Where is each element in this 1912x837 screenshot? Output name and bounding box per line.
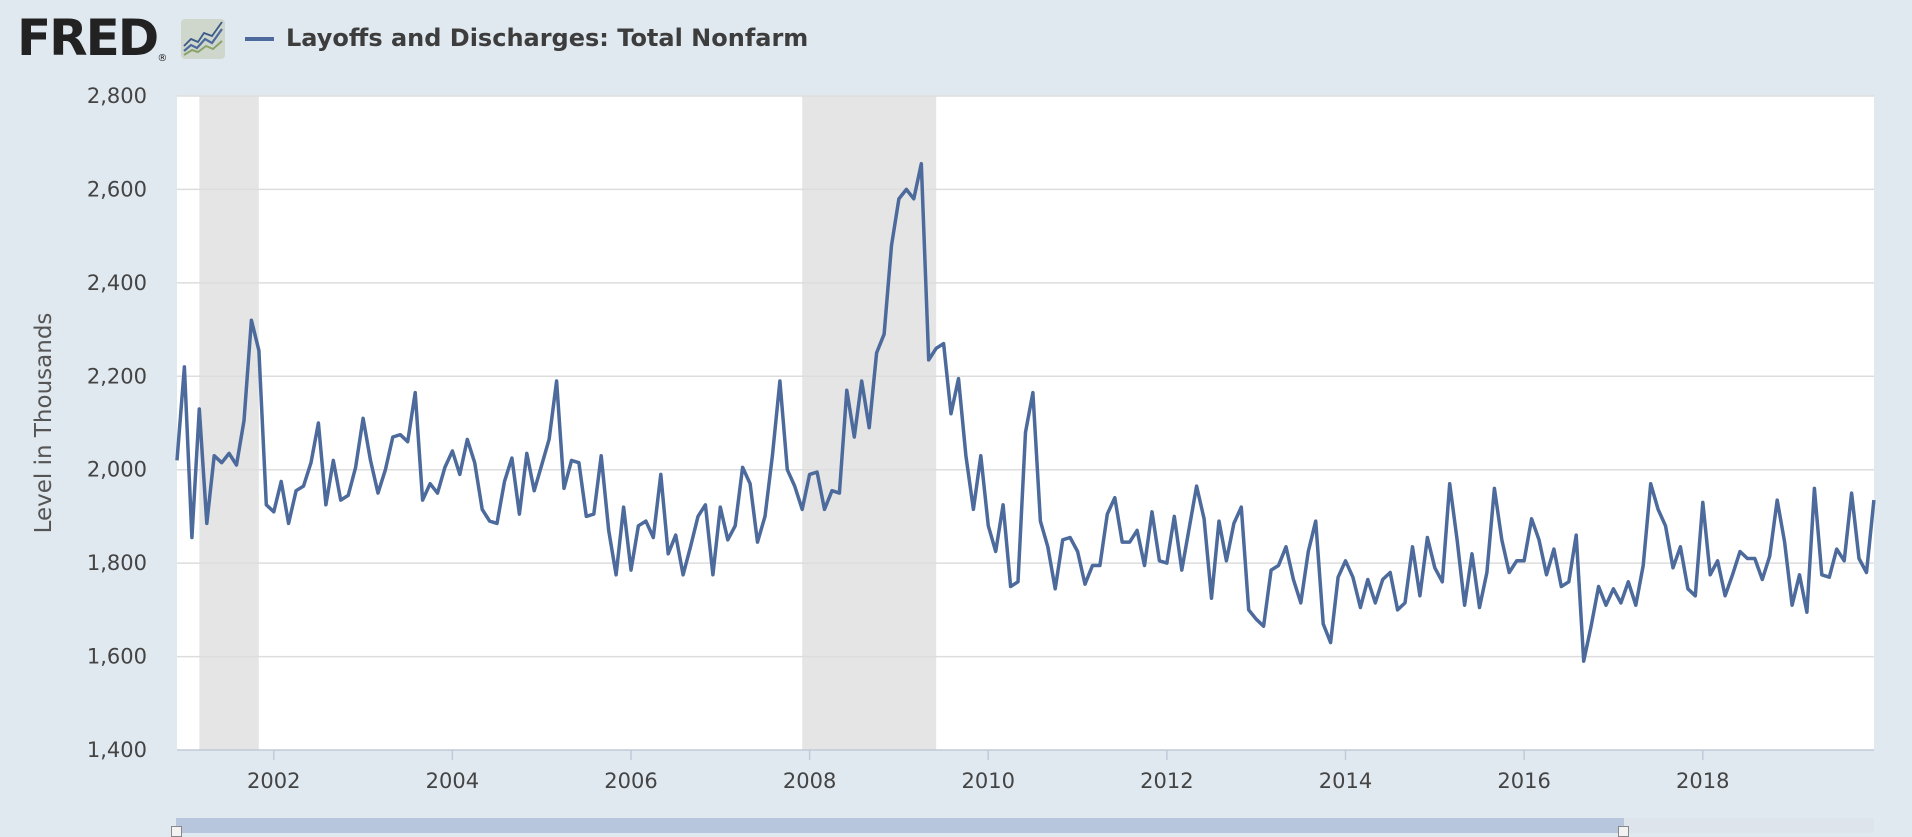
y-tick-label: 2,000: [87, 458, 147, 482]
series-line-1: [175, 161, 1876, 663]
legend-title: Layoffs and Discharges: Total Nonfarm: [286, 24, 809, 52]
x-tick-label: 2004: [426, 769, 479, 793]
navigator-handle-left[interactable]: [171, 826, 182, 837]
y-tick-label: 1,400: [87, 738, 147, 762]
series: [175, 161, 1876, 663]
fred-logo-text: FRED: [17, 9, 159, 67]
x-tick-label: 2006: [604, 769, 657, 793]
recession-band-1: [199, 96, 259, 750]
range-navigator-unselected[interactable]: [1624, 818, 1874, 833]
x-tick-label: 2016: [1497, 769, 1550, 793]
x-axis: 2002 2004 2006 2008 2010 2012 2014 2016 2018: [247, 750, 1730, 793]
y-tick-label: 2,200: [87, 364, 147, 388]
x-tick-label: 2010: [962, 769, 1015, 793]
header: FRED® Layoffs and Discharges: Total Nonf…: [0, 0, 1912, 80]
y-tick-label: 2,800: [87, 84, 147, 108]
registered-mark: ®: [157, 53, 168, 64]
line-graph-icon: [181, 19, 225, 59]
y-tick-label: 2,400: [87, 271, 147, 295]
navigator-handle-right[interactable]: [1618, 826, 1629, 837]
x-tick-label: 2018: [1676, 769, 1729, 793]
y-tick-label: 2,600: [87, 177, 147, 201]
x-tick-label: 2008: [783, 769, 836, 793]
fred-logo[interactable]: FRED®: [17, 13, 167, 64]
y-axis: 1,400 1,600 1,800 2,000 2,200 2,400 2,600 2,800: [87, 84, 147, 762]
y-axis-label: Level in Thousands: [31, 312, 57, 534]
x-tick-label: 2002: [247, 769, 300, 793]
range-navigator[interactable]: [176, 818, 1624, 833]
legend-swatch: [245, 37, 274, 41]
gridlines: [177, 95, 1874, 751]
x-tick-label: 2012: [1140, 769, 1193, 793]
x-tick-label: 2014: [1319, 769, 1372, 793]
y-tick-label: 1,600: [87, 645, 147, 669]
y-tick-label: 1,800: [87, 551, 147, 575]
